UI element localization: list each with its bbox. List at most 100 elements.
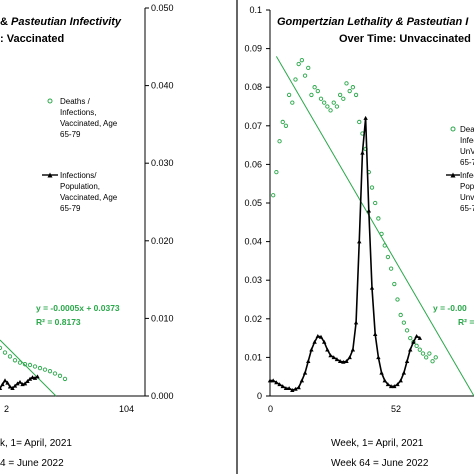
left-deaths-point: [17, 360, 23, 365]
right-infections-point: [395, 382, 400, 387]
right-infections-point: [417, 335, 423, 340]
left-deaths-point: [0, 345, 3, 351]
left-plot-marks: [0, 339, 68, 397]
left-legend-infections-l4: 65-79: [60, 204, 81, 213]
right-deaths-point: [408, 335, 413, 341]
right-infections-point: [315, 333, 321, 338]
left-deaths-point: [37, 365, 43, 371]
right-deaths-point: [353, 92, 359, 98]
right-deaths-point: [414, 343, 419, 348]
right-infections-point: [328, 353, 333, 358]
right-infections-point: [309, 347, 314, 352]
right-trendline: [275, 56, 474, 397]
right-deaths-point: [341, 96, 346, 101]
left-infections-point: [10, 386, 15, 390]
right-deaths-point: [328, 108, 333, 113]
right-infections-point: [280, 384, 285, 389]
right-infections-point: [401, 370, 407, 375]
right-title-line1: Gompertzian Lethality & Pasteutian I: [277, 16, 469, 28]
right-y-tick-label: 0: [257, 391, 262, 401]
left-right-tick-label: 0.010: [151, 313, 174, 323]
right-infections-point: [385, 382, 391, 387]
right-deaths-point: [322, 100, 327, 105]
right-deaths-point: [382, 243, 387, 248]
right-deaths-point: [293, 77, 298, 82]
right-deaths-point: [404, 328, 410, 333]
right-infections-point: [337, 359, 343, 364]
left-infections-point: [15, 381, 20, 386]
right-deaths-point: [334, 104, 340, 109]
right-infections-point: [283, 386, 289, 391]
right-deaths-point: [369, 185, 375, 190]
left-deaths-point: [52, 371, 58, 376]
right-y-tick-label: 0.09: [244, 44, 262, 54]
right-deaths-point: [271, 193, 276, 198]
right-infections-point: [379, 370, 384, 375]
right-xlabel-line2: Week 64 = June 2022: [331, 458, 429, 469]
right-infections-point: [369, 285, 375, 290]
left-deaths-point: [57, 373, 63, 378]
right-deaths-point: [357, 119, 362, 125]
left-xlabel-line2: 4 = June 2022: [0, 458, 64, 469]
right-deaths-point: [350, 85, 356, 90]
right-deaths-point: [309, 92, 314, 98]
right-deaths-point: [283, 123, 289, 128]
right-infections-point: [270, 378, 276, 383]
left-infections-point: [22, 381, 28, 386]
left-infections-point: [2, 378, 8, 383]
left-legend-infections-l2: Population,: [60, 182, 100, 191]
left-infections-point: [17, 379, 23, 384]
right-deaths-point: [299, 58, 305, 63]
left-deaths-point: [2, 350, 8, 355]
left-legend-infections-marker: [47, 172, 53, 178]
left-chart-panel: & Pasteutian Infectivity : Vaccinated 0.…: [0, 3, 174, 469]
right-infections-point: [341, 359, 346, 364]
right-x-tick-0: 0: [268, 404, 273, 414]
right-infections-point: [312, 339, 317, 344]
left-infections-point: [35, 374, 40, 379]
right-trend-equation: y = -0.00: [433, 303, 467, 313]
right-deaths-point: [325, 104, 330, 109]
right-y-tick-label: 0.08: [244, 82, 262, 92]
right-y-tick-label: 0.01: [244, 352, 262, 362]
left-deaths-point: [42, 367, 48, 372]
right-infections-point: [274, 380, 279, 385]
left-deaths-point: [32, 364, 38, 369]
right-deaths-point: [290, 100, 295, 105]
right-deaths-point: [306, 65, 311, 71]
left-xlabel-line1: k, 1= April, 2021: [0, 438, 72, 449]
right-deaths-point: [312, 85, 317, 90]
right-infections-point: [325, 347, 330, 352]
right-deaths-point: [331, 100, 336, 105]
left-x-tick-2: 2: [4, 404, 9, 414]
right-chart-panel: Gompertzian Lethality & Pasteutian I Ove…: [244, 5, 474, 469]
right-xlabel-line1: Week, 1= April, 2021: [331, 438, 424, 449]
right-deaths-point: [274, 169, 279, 175]
left-deaths-point: [22, 362, 28, 367]
right-y-axis-ticks: 0.1 0.09 0.08 0.07 0.06 0.05 0.04 0.03 0.02 0.01 0: [244, 5, 270, 401]
right-infections-point: [366, 208, 372, 213]
right-infections-point: [398, 378, 403, 383]
right-infections-point: [360, 150, 365, 155]
right-legend-deaths-marker: [450, 126, 456, 132]
right-legend-deaths-l4: 65-7: [460, 158, 474, 167]
left-trendline: [0, 339, 57, 397]
right-y-tick-label: 0.03: [244, 275, 262, 285]
left-infections-point: [7, 384, 13, 389]
right-legend-infections-l2: Popu: [460, 182, 474, 191]
right-infections-point: [318, 334, 324, 339]
left-x-tick-104: 104: [119, 404, 134, 414]
left-trend-equation: y = -0.0005x + 0.0373: [36, 303, 120, 313]
right-y-tick-label: 0.07: [244, 121, 262, 131]
right-infections-point: [357, 239, 362, 244]
right-infections-point: [411, 339, 416, 344]
left-legend-deaths-marker: [47, 98, 53, 104]
right-legend-deaths-l2: Infec: [460, 136, 474, 145]
left-right-tick-label: 0.040: [151, 81, 174, 91]
left-deaths-point: [7, 354, 13, 359]
left-deaths-point: [47, 369, 53, 374]
left-legend-deaths-l1: Deaths /: [60, 97, 91, 106]
left-infections-point: [0, 386, 3, 390]
right-deaths-point: [302, 73, 308, 78]
right-infections-line: [270, 118, 421, 392]
